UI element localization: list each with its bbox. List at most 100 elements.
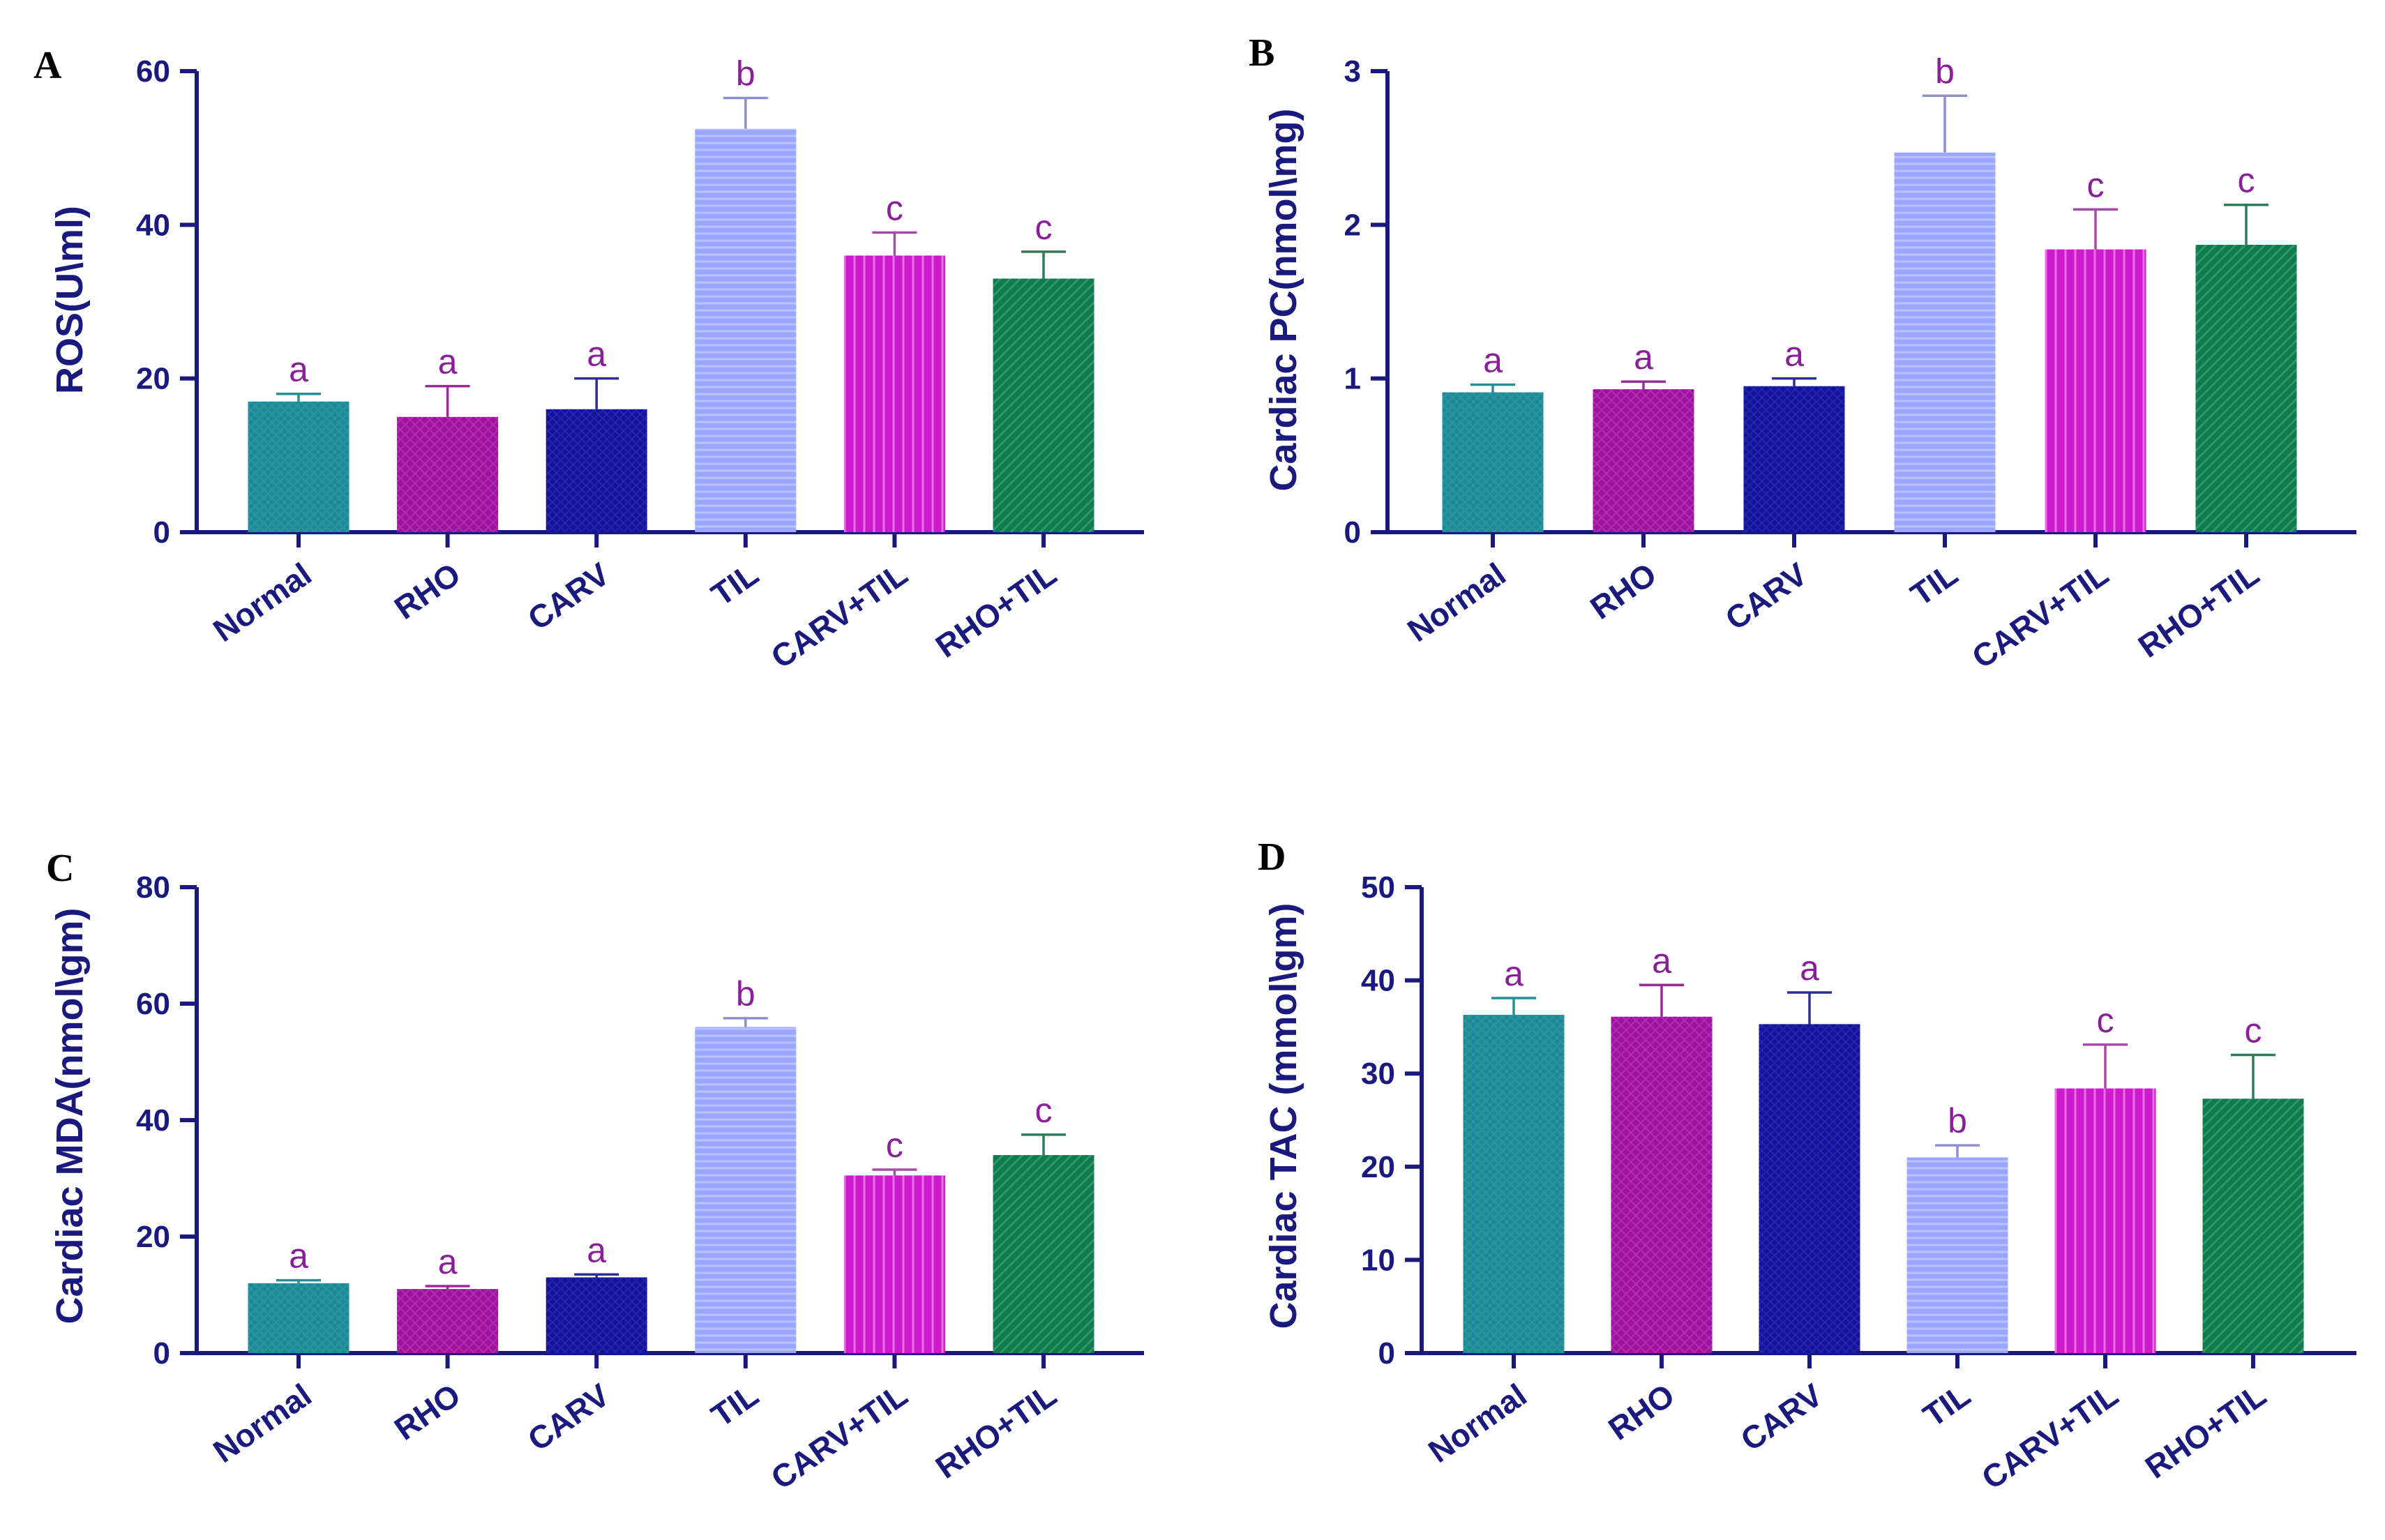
- bar: [2195, 244, 2297, 532]
- category-label: CARV+TIL: [1975, 1377, 2124, 1497]
- y-tick-label: 40: [1361, 964, 1395, 998]
- category-label: CARV+TIL: [765, 1377, 914, 1497]
- y-tick-label: 20: [136, 362, 170, 396]
- significance-label: b: [1948, 1101, 1967, 1140]
- y-axis-title: Cardiac TAC (mmol\gm): [1263, 903, 1304, 1329]
- panel-a: A ROS(U\ml) 0 20 40 60 a a a b c c Normal RHO CARV…: [33, 44, 1144, 675]
- y-tick-label: 1: [1344, 362, 1361, 396]
- panel-letter: B: [1249, 31, 1274, 75]
- bar: [1759, 1024, 1860, 1353]
- category-label: TIL: [705, 556, 765, 613]
- bar: [248, 1283, 349, 1353]
- significance-label: c: [886, 1126, 903, 1165]
- y-tick-label: 0: [1344, 515, 1361, 550]
- significance-label: b: [736, 54, 755, 93]
- category-label: RHO: [388, 556, 467, 626]
- bar: [546, 409, 647, 532]
- category-label: CARV: [1734, 1376, 1829, 1458]
- y-axis-title: ROS(U\ml): [49, 206, 91, 394]
- category-label: Normal: [1401, 556, 1512, 649]
- y-axis-title: Cardiac MDA(nmol\gm): [49, 907, 91, 1324]
- significance-label: a: [1652, 941, 1671, 980]
- category-label: RHO: [1583, 556, 1663, 626]
- bar: [1463, 1015, 1565, 1353]
- y-ticks: 0 1 2 3: [1344, 54, 1387, 550]
- significance-label: a: [1800, 949, 1819, 988]
- category-label: RHO+TIL: [2132, 556, 2266, 665]
- panel-b: B Cardiac PC(nmol\mg) 0 1 2 3 a a a b c c Normal…: [1249, 31, 2356, 675]
- significance-label: b: [1935, 52, 1955, 91]
- y-tick-label: 3: [1344, 54, 1361, 89]
- significance-label: c: [2245, 1011, 2262, 1050]
- significance-label: c: [1035, 1091, 1053, 1130]
- y-tick-label: 60: [136, 987, 170, 1021]
- y-ticks: 0 10 20 30 40 50: [1361, 870, 1422, 1371]
- category-label: RHO+TIL: [2139, 1377, 2273, 1486]
- significance-label: a: [1784, 335, 1804, 374]
- bar: [1743, 386, 1845, 532]
- significance-label: c: [1035, 208, 1053, 247]
- category-label: TIL: [705, 1377, 765, 1434]
- y-tick-label: 0: [153, 1336, 170, 1371]
- category-label: Normal: [206, 1377, 318, 1470]
- bars: a a a b c c: [248, 54, 1094, 548]
- category-label: CARV+TIL: [1965, 556, 2114, 676]
- panel-letter: D: [1258, 836, 1286, 879]
- panel-d: D Cardiac TAC (mmol\gm) 0 10 20 30 40 50 a a a b…: [1258, 836, 2356, 1496]
- significance-label: a: [1483, 340, 1503, 379]
- bar: [993, 278, 1094, 532]
- category-label: Normal: [206, 556, 318, 649]
- y-ticks: 0 20 40 60: [136, 54, 197, 550]
- bar: [695, 1027, 797, 1353]
- significance-label: b: [736, 974, 755, 1013]
- bar: [1894, 152, 1996, 532]
- category-label: TIL: [1904, 556, 1964, 613]
- bar: [843, 255, 945, 532]
- category-label: RHO: [388, 1377, 467, 1447]
- significance-label: c: [2087, 165, 2105, 204]
- category-label: RHO+TIL: [929, 1377, 1063, 1486]
- category-label: RHO: [1602, 1377, 1681, 1447]
- bar: [843, 1175, 945, 1353]
- bar: [397, 1289, 499, 1353]
- significance-label: c: [2097, 1001, 2114, 1040]
- category-label: CARV: [1719, 555, 1814, 637]
- y-ticks: 0 20 40 60 80: [136, 870, 197, 1371]
- significance-label: a: [289, 350, 308, 389]
- y-tick-label: 60: [136, 54, 170, 89]
- category-label: Normal: [1422, 1377, 1533, 1470]
- y-tick-label: 0: [1378, 1336, 1395, 1371]
- category-label: CARV: [521, 555, 616, 637]
- bar: [546, 1277, 647, 1353]
- panel-letter: C: [46, 847, 74, 890]
- significance-label: c: [886, 188, 903, 227]
- bar: [1906, 1157, 2008, 1353]
- bar: [993, 1155, 1094, 1353]
- bar: [397, 416, 499, 532]
- bars: a a a b c c: [1463, 941, 2304, 1368]
- bar: [2202, 1099, 2304, 1353]
- significance-label: a: [1634, 338, 1653, 377]
- category-label: CARV+TIL: [765, 556, 914, 676]
- bar: [1442, 392, 1544, 532]
- y-tick-label: 80: [136, 870, 170, 905]
- significance-label: a: [587, 1230, 606, 1269]
- y-tick-label: 0: [153, 515, 170, 550]
- significance-label: c: [2238, 161, 2255, 200]
- y-tick-label: 2: [1344, 208, 1361, 242]
- bar: [2045, 249, 2146, 532]
- y-tick-label: 10: [1361, 1243, 1395, 1277]
- bar: [248, 401, 349, 532]
- significance-label: a: [289, 1237, 308, 1276]
- bars: a a a b c c: [1442, 52, 2297, 548]
- bar: [695, 128, 797, 532]
- bars: a a a b c c: [248, 974, 1094, 1368]
- bar: [1593, 389, 1694, 532]
- significance-label: a: [1504, 954, 1523, 993]
- bar: [1611, 1016, 1713, 1353]
